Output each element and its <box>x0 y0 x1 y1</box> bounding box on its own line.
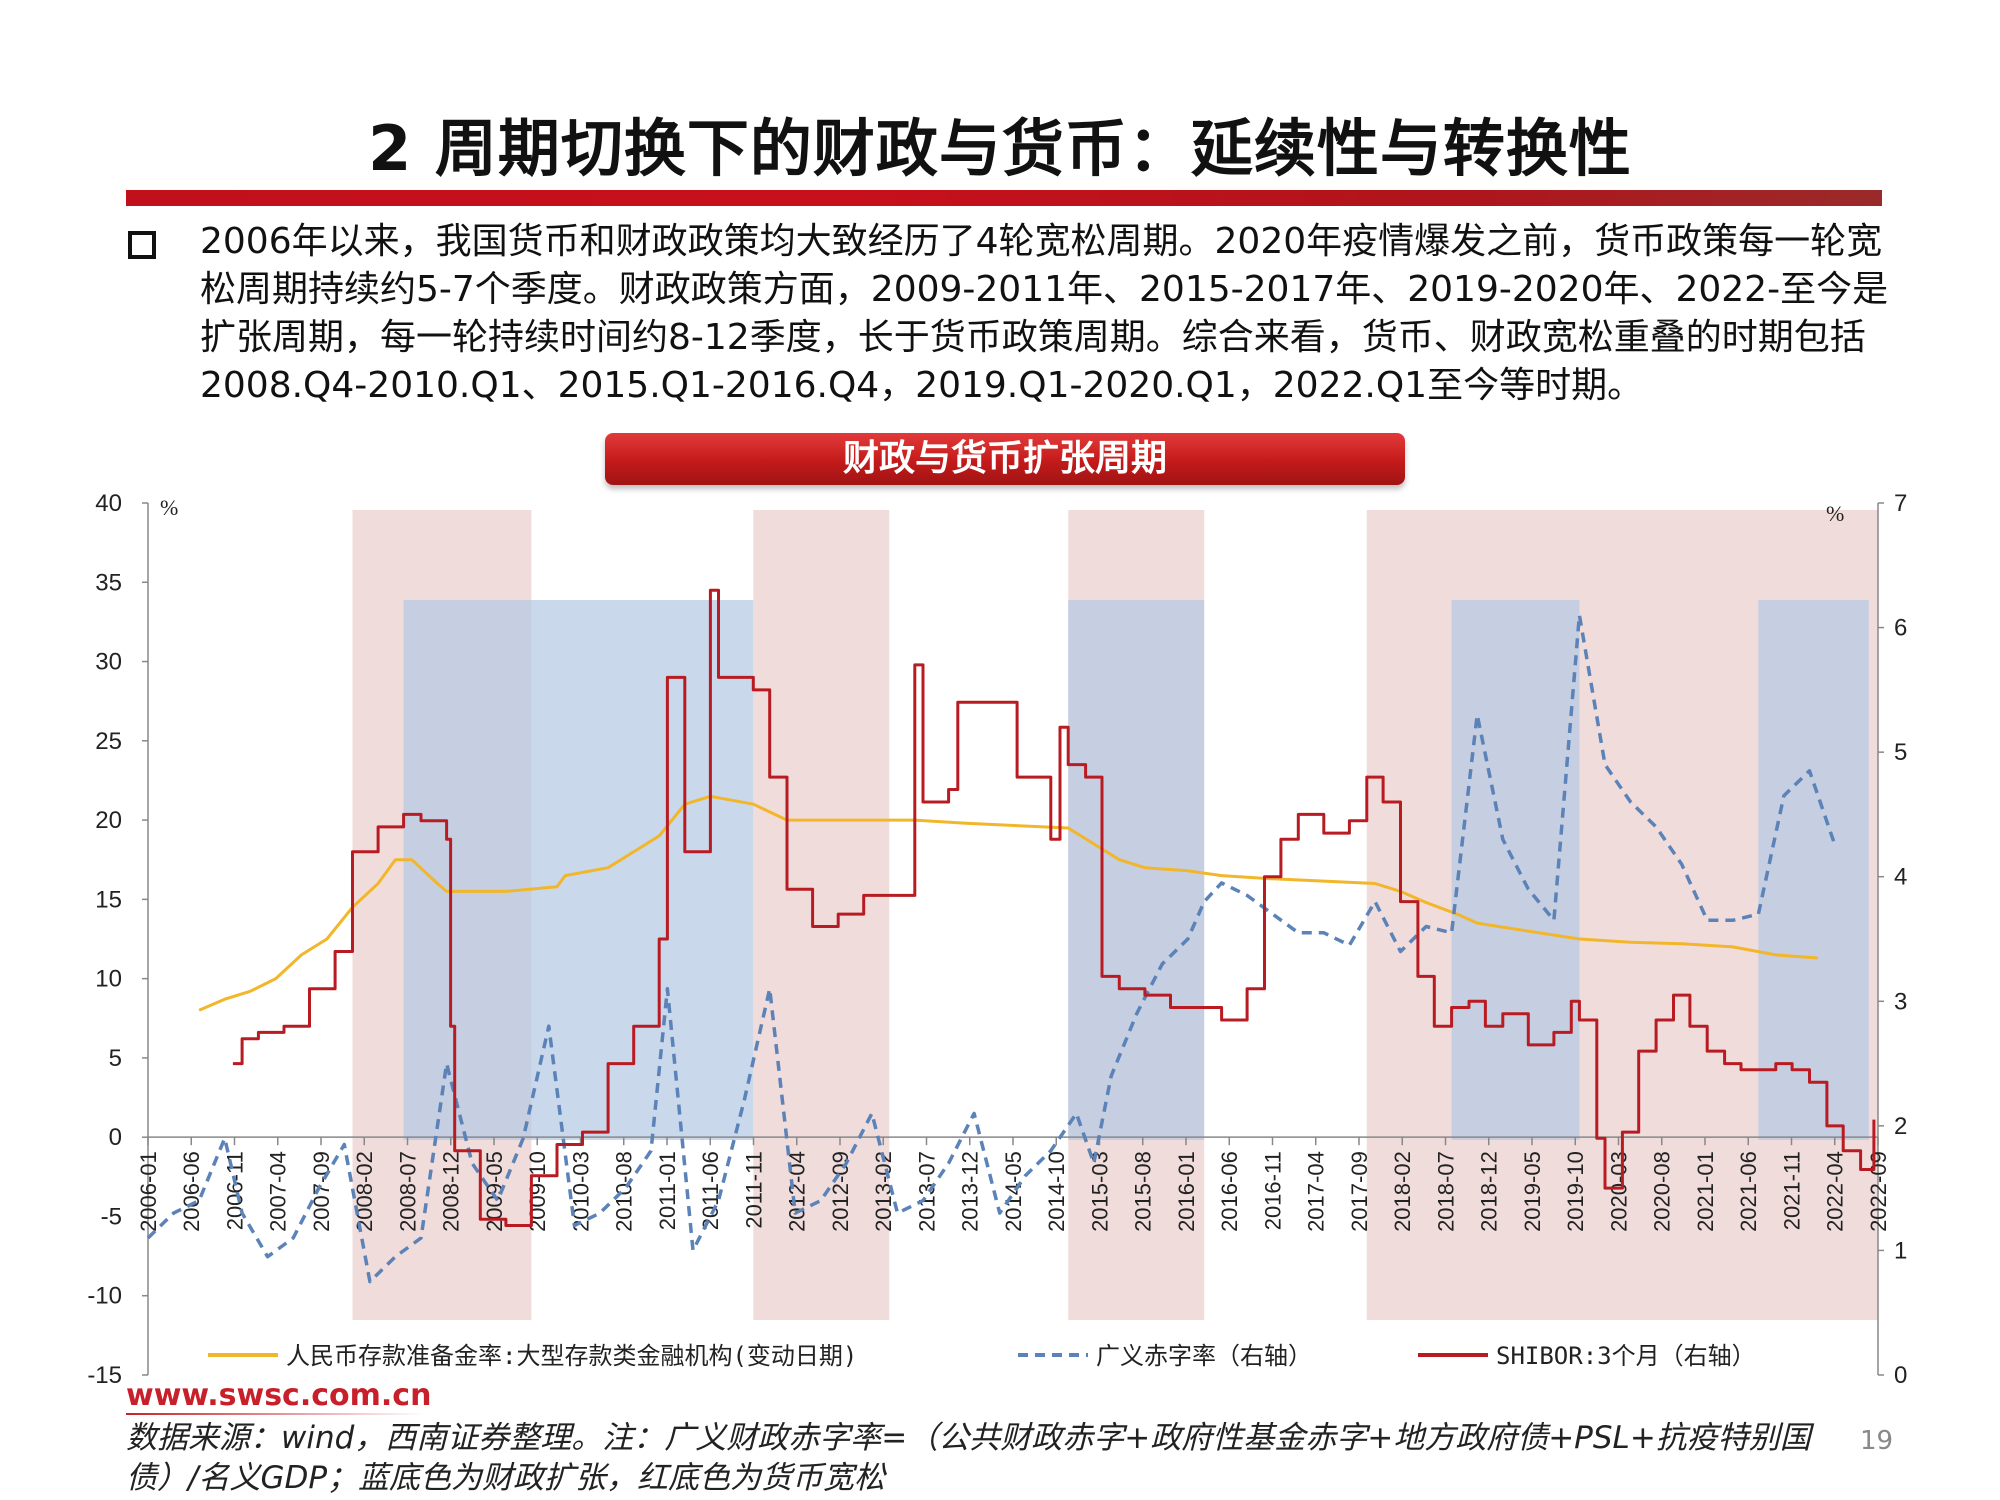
left-tick-label: 30 <box>95 649 122 676</box>
bullet-square-icon <box>128 231 156 259</box>
left-tick-label: 10 <box>95 966 122 993</box>
right-tick-label: 2 <box>1894 1113 1907 1140</box>
right-tick-label: 4 <box>1894 864 1907 891</box>
x-tick-label: 2013-12 <box>958 1151 983 1232</box>
x-tick-label: 2021-01 <box>1693 1151 1718 1232</box>
left-tick-label: 35 <box>95 569 122 596</box>
series-line-deficit <box>146 613 1837 1284</box>
left-tick-label: -10 <box>87 1283 122 1310</box>
x-tick-label: 2021-11 <box>1780 1151 1805 1230</box>
right-tick-label: 7 <box>1894 490 1907 517</box>
x-tick-label: 2008-02 <box>352 1151 377 1232</box>
x-tick-label: 2018-07 <box>1434 1151 1459 1232</box>
chart-legend: 人民币存款准备金率:大型存款类金融机构(变动日期) 广义赤字率（右轴） SHIBOR… <box>208 1342 1756 1370</box>
right-tick-label: 5 <box>1894 739 1907 766</box>
x-tick-label: 2014-10 <box>1044 1151 1069 1232</box>
x-tick-label: 2020-08 <box>1650 1151 1675 1232</box>
series-lines <box>146 588 1876 1284</box>
x-tick-label: 2020-03 <box>1607 1151 1632 1232</box>
right-tick-label: 0 <box>1894 1362 1907 1389</box>
x-tick-label: 2011-11 <box>742 1151 767 1228</box>
source-note: 数据来源：wind，西南证券整理。注：广义财政赤字率=（公共财政赤字+政府性基金… <box>126 1420 1811 1496</box>
x-tick-label: 2007-09 <box>309 1151 334 1232</box>
left-unit-label: % <box>160 495 178 520</box>
left-tick-label: 40 <box>95 490 122 517</box>
x-tick-label: 2016-06 <box>1217 1151 1242 1232</box>
x-tick-label: 2006-01 <box>136 1151 161 1232</box>
x-tick-label: 2018-12 <box>1477 1151 1502 1232</box>
x-tick-label: 2015-08 <box>1131 1151 1156 1232</box>
left-tick-label: 0 <box>109 1124 122 1151</box>
x-tick-label: 2018-02 <box>1390 1151 1415 1232</box>
x-tick-label: 2011-01 <box>655 1151 680 1230</box>
x-tick-label: 2006-06 <box>179 1151 204 1232</box>
x-tick-label: 2008-12 <box>439 1151 464 1232</box>
x-tick-label: 2016-01 <box>1174 1151 1199 1232</box>
right-tick-label: 1 <box>1894 1237 1907 1264</box>
page-number: 19 <box>1860 1426 1894 1456</box>
legend-label-rrr: 人民币存款准备金率:大型存款类金融机构(变动日期) <box>286 1342 857 1370</box>
left-tick-label: 25 <box>95 728 122 755</box>
right-tick-label: 3 <box>1894 988 1907 1015</box>
x-tick-label: 2013-07 <box>915 1151 940 1232</box>
x-tick-label: 2007-04 <box>266 1151 291 1232</box>
website-underline <box>126 1413 426 1415</box>
title-divider <box>126 190 1882 206</box>
slide-title: 2 周期切换下的财政与货币：延续性与转换性 <box>368 112 1632 185</box>
legend-label-shibor: SHIBOR:3个月（右轴） <box>1496 1342 1756 1370</box>
x-tick-label: 2009-10 <box>525 1151 550 1232</box>
right-tick-label: 6 <box>1894 615 1907 642</box>
series-line-shibor <box>232 588 1876 1227</box>
legend-label-deficit: 广义赤字率（右轴） <box>1096 1342 1312 1370</box>
x-tick-label: 2022-09 <box>1866 1151 1891 1232</box>
fiscal-expansion-band <box>403 600 754 1140</box>
x-tick-label: 2015-03 <box>1088 1151 1113 1232</box>
bullet-paragraph: 2006年以来，我国货币和财政政策均大致经历了4轮宽松周期。2020年疫情爆发之… <box>200 221 1889 406</box>
website-url[interactable]: www.swsc.com.cn <box>126 1378 432 1413</box>
x-tick-label: 2012-09 <box>828 1151 853 1232</box>
x-tick-label: 2019-10 <box>1563 1151 1588 1232</box>
x-tick-label: 2022-04 <box>1823 1151 1848 1232</box>
x-tick-label: 2021-06 <box>1736 1151 1761 1232</box>
fiscal-expansion-band <box>1758 600 1869 1140</box>
left-tick-label: 20 <box>95 807 122 834</box>
x-tick-label: 2017-09 <box>1347 1151 1372 1232</box>
x-tick-label: 2016-11 <box>1261 1151 1286 1230</box>
x-tick-label: 2011-06 <box>698 1151 723 1230</box>
fiscal-expansion-band <box>1451 600 1580 1140</box>
x-tick-label: 2019-05 <box>1520 1151 1545 1232</box>
left-tick-label: -5 <box>101 1203 122 1230</box>
chart-label-banner: 财政与货币扩张周期 <box>605 433 1405 485</box>
right-unit-label: % <box>1826 501 1844 526</box>
series-line-rrr <box>198 794 1818 1012</box>
left-tick-label: 15 <box>95 886 122 913</box>
x-tick-label: 2010-08 <box>612 1151 637 1232</box>
x-tick-label: 2014-05 <box>1001 1151 1026 1232</box>
x-tick-label: 2017-04 <box>1304 1151 1329 1232</box>
monetary-easing-band <box>753 510 890 1320</box>
left-tick-label: 5 <box>109 1045 122 1072</box>
x-tick-label: 2008-07 <box>396 1151 421 1232</box>
left-tick-label: -15 <box>87 1362 122 1389</box>
